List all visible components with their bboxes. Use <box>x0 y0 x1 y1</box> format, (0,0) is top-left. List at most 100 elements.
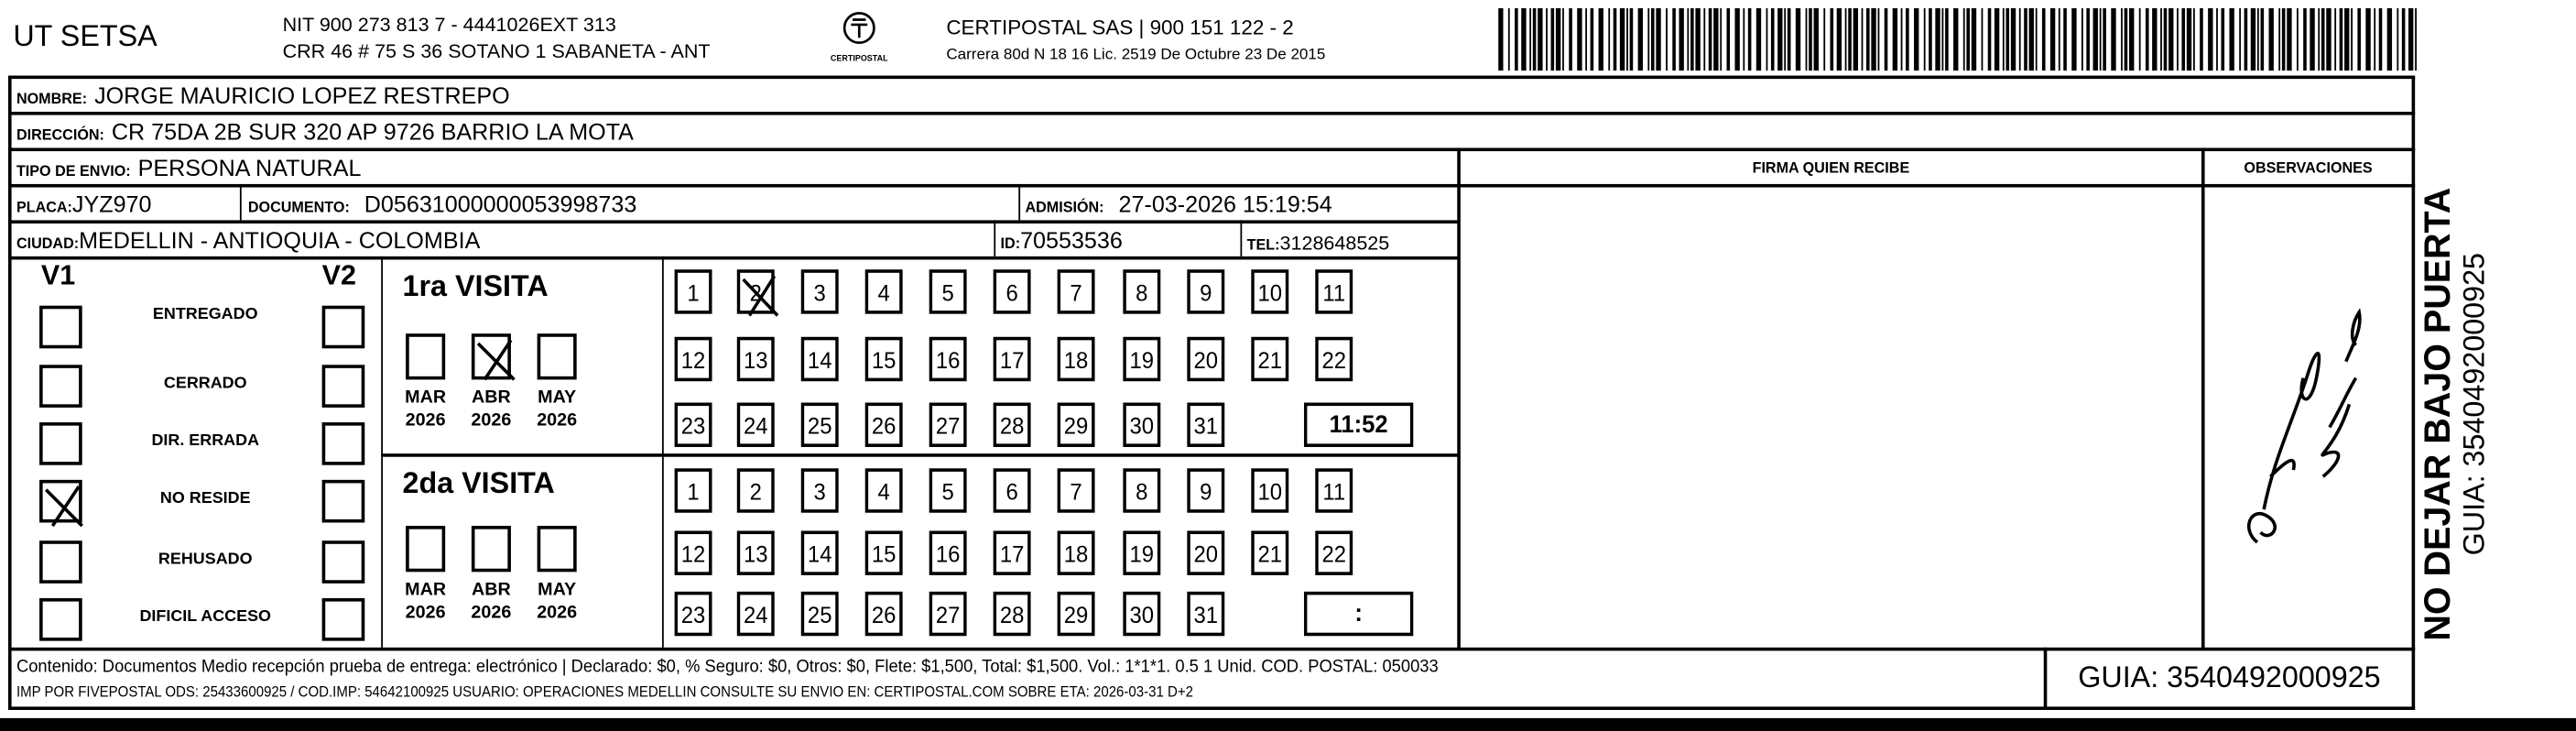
day-box-14[interactable]: 14 <box>800 336 839 382</box>
day-box-25[interactable]: 25 <box>800 591 839 637</box>
barcode-bar <box>1577 7 1582 71</box>
day-box-23[interactable]: 23 <box>674 402 712 447</box>
day-box-20[interactable]: 20 <box>1187 530 1225 575</box>
v2-checkbox[interactable] <box>321 422 365 465</box>
day-box-17[interactable]: 17 <box>993 530 1031 575</box>
barcode-bar <box>1945 7 1949 71</box>
day-box-4[interactable]: 4 <box>864 269 903 314</box>
day-box-14[interactable]: 14 <box>800 530 839 575</box>
barcode-bar <box>1666 7 1668 71</box>
day-box-29[interactable]: 29 <box>1057 591 1095 637</box>
day-box-17[interactable]: 17 <box>993 336 1031 382</box>
barcode-bar <box>2216 7 2218 71</box>
day-box-24[interactable]: 24 <box>736 591 775 637</box>
month-checkbox-mar[interactable] <box>406 333 446 380</box>
month-checkbox-abr[interactable] <box>471 526 511 573</box>
day-box-31[interactable]: 31 <box>1187 591 1225 637</box>
barcode-bar <box>1734 7 1740 71</box>
barcode-bar <box>2121 7 2123 71</box>
v2-checkbox[interactable] <box>321 540 365 584</box>
day-box-28[interactable]: 28 <box>993 591 1031 637</box>
day-box-31[interactable]: 31 <box>1187 402 1225 447</box>
day-box-19[interactable]: 19 <box>1123 530 1161 575</box>
v1-checkbox[interactable] <box>39 305 82 349</box>
day-box-22[interactable]: 22 <box>1315 336 1353 382</box>
day-box-11[interactable]: 11 <box>1315 269 1353 314</box>
v1-checkbox[interactable] <box>39 422 82 465</box>
v1-checkbox[interactable] <box>39 365 82 408</box>
day-box-6[interactable]: 6 <box>993 468 1031 513</box>
day-box-23[interactable]: 23 <box>674 591 712 637</box>
day-box-13[interactable]: 13 <box>736 530 775 575</box>
day-box-2[interactable]: 2 <box>736 468 775 513</box>
v2-checkbox[interactable] <box>321 365 365 408</box>
day-box-30[interactable]: 30 <box>1123 591 1161 637</box>
month-name: ABR <box>472 580 511 600</box>
day-box-22[interactable]: 22 <box>1315 530 1353 575</box>
day-box-13[interactable]: 13 <box>736 336 775 382</box>
v2-checkbox[interactable] <box>321 598 365 641</box>
day-box-5[interactable]: 5 <box>929 468 967 513</box>
barcode-bar <box>2244 7 2248 71</box>
check-mark-icon <box>742 275 779 317</box>
day-box-10[interactable]: 10 <box>1251 269 1289 314</box>
day-box-15[interactable]: 15 <box>864 336 903 382</box>
day-box-12[interactable]: 12 <box>674 530 712 575</box>
day-box-26[interactable]: 26 <box>864 402 903 447</box>
day-box-1[interactable]: 1 <box>674 468 712 513</box>
day-box-19[interactable]: 19 <box>1123 336 1161 382</box>
day-box-26[interactable]: 26 <box>864 591 903 637</box>
month-checkbox-abr[interactable] <box>471 333 516 381</box>
v1-checkbox[interactable] <box>39 598 82 641</box>
day-box-25[interactable]: 25 <box>800 402 839 447</box>
day-box-7[interactable]: 7 <box>1057 468 1095 513</box>
day-box-18[interactable]: 18 <box>1057 530 1095 575</box>
day-box-16[interactable]: 16 <box>929 530 967 575</box>
month-checkbox-may[interactable] <box>537 526 577 573</box>
day-box-21[interactable]: 21 <box>1251 530 1289 575</box>
day-box-8[interactable]: 8 <box>1123 269 1161 314</box>
time-box[interactable]: 11:52 <box>1303 402 1414 447</box>
v1-checkbox[interactable] <box>39 540 82 584</box>
day-box-18[interactable]: 18 <box>1057 336 1095 382</box>
day-box-12[interactable]: 12 <box>674 336 712 382</box>
day-box-5[interactable]: 5 <box>929 269 967 314</box>
day-box-27[interactable]: 27 <box>929 402 967 447</box>
day-box-1[interactable]: 1 <box>674 269 712 314</box>
day-box-2[interactable]: 2 <box>736 269 779 317</box>
day-box-4[interactable]: 4 <box>864 468 903 513</box>
signature-area[interactable] <box>1461 188 2201 648</box>
day-box-9[interactable]: 9 <box>1187 269 1225 314</box>
v1-checkbox[interactable] <box>39 479 83 528</box>
barcode-bar <box>2326 7 2331 71</box>
day-box-6[interactable]: 6 <box>993 269 1031 314</box>
day-box-24[interactable]: 24 <box>736 402 775 447</box>
day-box-3[interactable]: 3 <box>800 468 839 513</box>
barcode-bar <box>1953 7 1959 71</box>
barcode-bar <box>2018 7 2021 71</box>
day-box-9[interactable]: 9 <box>1187 468 1225 513</box>
day-box-28[interactable]: 28 <box>993 402 1031 447</box>
day-box-15[interactable]: 15 <box>864 530 903 575</box>
day-box-27[interactable]: 27 <box>929 591 967 637</box>
day-box-11[interactable]: 11 <box>1315 468 1353 513</box>
month-checkbox-mar[interactable] <box>406 526 446 573</box>
v2-checkbox[interactable] <box>321 479 365 523</box>
day-box-20[interactable]: 20 <box>1187 336 1225 382</box>
barcode-bar <box>1836 7 1842 71</box>
day-box-3[interactable]: 3 <box>800 269 839 314</box>
barcode-bar <box>2408 7 2414 71</box>
day-box-21[interactable]: 21 <box>1251 336 1289 382</box>
day-box-30[interactable]: 30 <box>1123 402 1161 447</box>
day-box-8[interactable]: 8 <box>1123 468 1161 513</box>
day-box-29[interactable]: 29 <box>1057 402 1095 447</box>
barcode-bar <box>2152 7 2158 71</box>
barcode-bar <box>1687 7 1690 71</box>
v2-checkbox[interactable] <box>321 305 365 349</box>
month-checkbox-may[interactable] <box>537 333 577 380</box>
time-box[interactable]: : <box>1303 591 1414 637</box>
day-box-10[interactable]: 10 <box>1251 468 1289 513</box>
month-name: MAR <box>405 580 447 600</box>
day-box-16[interactable]: 16 <box>929 336 967 382</box>
day-box-7[interactable]: 7 <box>1057 269 1095 314</box>
